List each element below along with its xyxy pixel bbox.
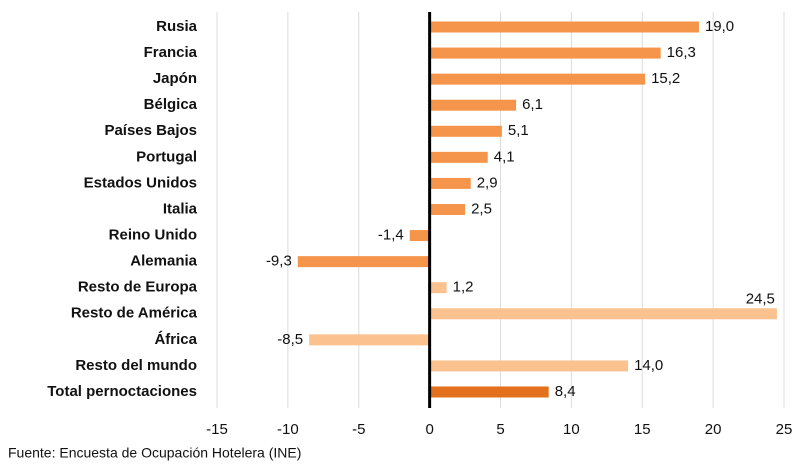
bar (409, 230, 430, 242)
value-label: 19,0 (705, 18, 734, 35)
category-label: Estados Unidos (84, 174, 197, 191)
x-tick-label: 20 (705, 421, 722, 438)
bar (429, 203, 466, 215)
value-label: -8,5 (277, 331, 303, 348)
bar (429, 21, 699, 33)
value-label: 8,4 (555, 383, 576, 400)
x-tick-label: 5 (496, 421, 504, 438)
value-label: 5,1 (508, 122, 529, 139)
category-label: Resto de Europa (78, 279, 198, 296)
x-tick-label: -5 (352, 421, 365, 438)
value-label: 14,0 (634, 357, 663, 374)
bar (429, 99, 517, 111)
category-label: Francia (144, 44, 198, 61)
x-tick-label: 25 (776, 421, 793, 438)
value-label: 2,5 (471, 200, 492, 217)
x-tick-label: 10 (563, 421, 580, 438)
value-label: 1,2 (453, 279, 474, 296)
category-label: Rusia (156, 18, 198, 35)
bar (429, 282, 447, 294)
bar (429, 73, 646, 85)
category-label: Japón (153, 70, 197, 87)
category-label: África (154, 331, 197, 348)
category-label: Resto de América (71, 305, 198, 322)
bar (297, 256, 430, 268)
category-label: Italia (163, 200, 198, 217)
value-label: 15,2 (651, 70, 680, 87)
x-tick-label: -10 (277, 421, 299, 438)
category-label: Países Bajos (104, 122, 197, 139)
category-label: Bélgica (144, 96, 198, 113)
category-label: Alemania (130, 253, 197, 270)
category-label: Resto del mundo (75, 357, 197, 374)
bar (429, 360, 629, 372)
bar (429, 308, 777, 320)
value-label: 16,3 (667, 44, 696, 61)
bar (429, 177, 471, 189)
value-label: -1,4 (378, 227, 404, 244)
value-label: 6,1 (522, 96, 543, 113)
source: Fuente: Encuesta de Ocupación Hotelera (… (8, 445, 301, 461)
x-tick-label: -15 (206, 421, 228, 438)
x-tick-label: 15 (634, 421, 651, 438)
bar (429, 125, 502, 137)
bar (429, 151, 488, 163)
category-label: Total pernoctaciones (47, 383, 197, 400)
bar (309, 334, 430, 346)
value-label: 4,1 (494, 148, 515, 165)
value-label: 2,9 (477, 174, 498, 191)
bar (429, 386, 549, 398)
category-label: Portugal (136, 148, 197, 165)
value-label: -9,3 (266, 253, 292, 270)
bar (429, 47, 661, 59)
category-label: Reino Unido (109, 227, 197, 244)
x-tick-label: 0 (425, 421, 433, 438)
value-label: 24,5 (746, 291, 775, 308)
